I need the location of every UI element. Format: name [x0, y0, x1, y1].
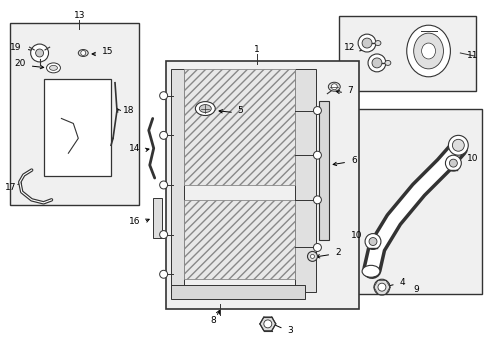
Ellipse shape	[199, 105, 211, 113]
Ellipse shape	[413, 33, 443, 69]
Ellipse shape	[447, 135, 468, 155]
Circle shape	[373, 279, 389, 295]
Text: 5: 5	[237, 106, 243, 115]
Text: 18: 18	[122, 106, 134, 115]
Text: 7: 7	[346, 86, 352, 95]
Bar	[152, 198, 162, 238]
Text: 8: 8	[210, 316, 216, 325]
Ellipse shape	[195, 102, 215, 116]
Polygon shape	[259, 317, 275, 331]
Text: 10: 10	[467, 154, 478, 163]
Circle shape	[307, 251, 317, 261]
Circle shape	[368, 238, 376, 246]
Bar	[10, 23, 139, 205]
Text: 14: 14	[129, 144, 141, 153]
Text: 13: 13	[73, 11, 85, 20]
Ellipse shape	[361, 265, 379, 277]
Text: 17: 17	[5, 184, 17, 193]
Ellipse shape	[78, 50, 88, 57]
Text: 15: 15	[102, 48, 113, 57]
Text: 19: 19	[10, 42, 21, 51]
Circle shape	[160, 131, 167, 139]
Text: 6: 6	[350, 156, 356, 165]
Bar	[170, 285, 304, 299]
Circle shape	[331, 84, 337, 90]
Circle shape	[371, 58, 381, 68]
Ellipse shape	[46, 63, 61, 73]
Text: 4: 4	[399, 278, 405, 287]
Circle shape	[448, 159, 456, 167]
Ellipse shape	[421, 43, 435, 59]
Ellipse shape	[327, 82, 340, 91]
Circle shape	[313, 196, 321, 204]
Circle shape	[31, 44, 48, 62]
Circle shape	[264, 320, 271, 328]
Bar	[170, 69, 184, 292]
Ellipse shape	[49, 66, 57, 70]
Bar	[353, 109, 481, 294]
Text: 1: 1	[253, 45, 259, 54]
Text: 11: 11	[466, 51, 477, 60]
Bar	[165, 61, 358, 309]
Circle shape	[160, 270, 167, 278]
Circle shape	[313, 243, 321, 251]
Circle shape	[81, 50, 85, 55]
Bar	[184, 69, 294, 185]
Text: 3: 3	[287, 326, 293, 335]
Circle shape	[160, 92, 167, 100]
Text: 9: 9	[413, 285, 419, 294]
Circle shape	[361, 38, 371, 48]
Ellipse shape	[374, 41, 380, 46]
Bar	[339, 16, 475, 91]
Bar	[294, 69, 316, 292]
Circle shape	[357, 34, 375, 52]
Circle shape	[36, 49, 43, 57]
Ellipse shape	[451, 139, 463, 151]
Text: 2: 2	[335, 248, 340, 257]
Ellipse shape	[406, 25, 449, 77]
Bar	[43, 79, 111, 176]
Circle shape	[367, 54, 385, 72]
Bar	[184, 200, 294, 279]
Circle shape	[313, 107, 321, 114]
Circle shape	[377, 283, 385, 291]
Text: 10: 10	[350, 231, 361, 240]
Circle shape	[160, 231, 167, 239]
Text: 20: 20	[14, 59, 26, 68]
Bar	[319, 100, 328, 239]
Circle shape	[310, 255, 314, 258]
Circle shape	[313, 151, 321, 159]
Text: 16: 16	[129, 217, 141, 226]
Circle shape	[365, 234, 380, 249]
Ellipse shape	[384, 60, 390, 66]
Text: 12: 12	[343, 42, 354, 51]
Circle shape	[445, 155, 460, 171]
Circle shape	[160, 181, 167, 189]
